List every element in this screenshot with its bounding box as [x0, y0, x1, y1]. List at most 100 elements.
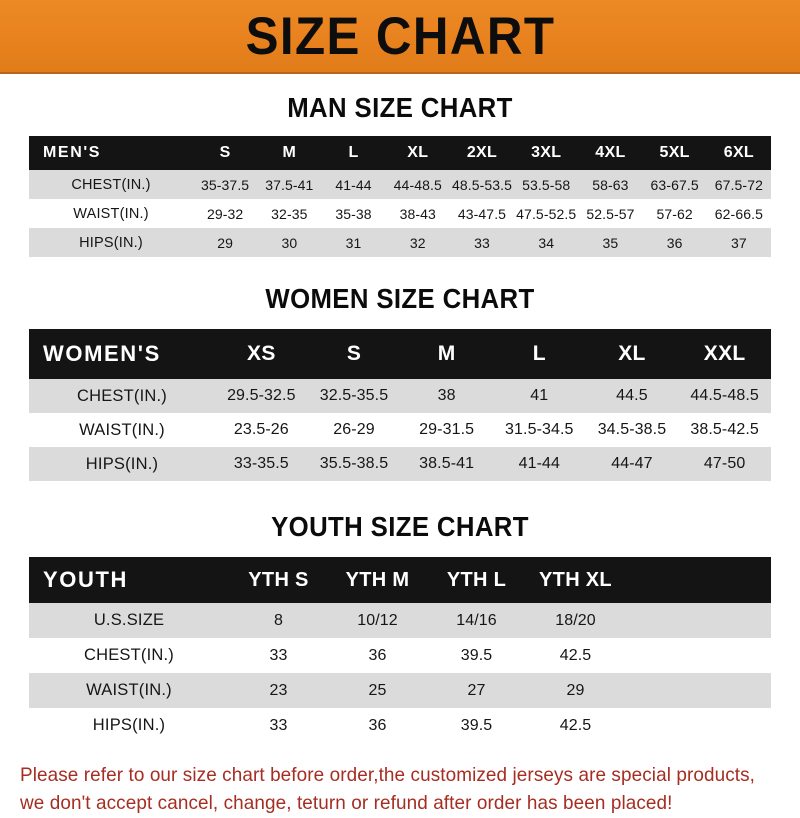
table-header-row: MEN'S S M L XL 2XL 3XL 4XL 5XL 6XL [29, 136, 771, 170]
men-row-label-chest: CHEST(IN.) [71, 176, 151, 193]
men-col-m: M [282, 144, 297, 161]
table-header-row: YOUTH YTH S YTH M YTH L YTH XL [29, 557, 771, 603]
table-cell: 36 [368, 646, 387, 664]
table-row: WAIST(IN.) 23.5-26 26-29 29-31.5 31.5-34… [29, 413, 771, 447]
table-cell: 63-67.5 [650, 176, 699, 193]
table-cell: 39.5 [460, 716, 493, 734]
men-row-label-hips: HIPS(IN.) [79, 234, 143, 251]
women-col-xl: XL [618, 342, 646, 365]
page-banner: SIZE CHART [0, 0, 800, 74]
footer-disclaimer-line-2: we don't accept cancel, change, teturn o… [20, 792, 673, 815]
men-col-6xl: 6XL [723, 144, 754, 161]
table-cell: 38.5-42.5 [690, 421, 759, 438]
table-cell: 36 [368, 716, 387, 734]
table-row: WAIST(IN.) 23 25 27 29 [29, 673, 771, 708]
table-cell-spacer [625, 638, 771, 673]
table-cell: 42.5 [559, 716, 592, 734]
table-cell: 42.5 [559, 646, 592, 664]
youth-row-header-label: YOUTH [43, 567, 128, 592]
youth-row-label-hips: HIPS(IN.) [92, 716, 166, 734]
spacer [0, 743, 800, 761]
women-row-label-hips: HIPS(IN.) [85, 454, 159, 473]
women-size-table: WOMEN'S XS S M L XL XXL CHEST(IN.) 29.5-… [29, 329, 771, 481]
men-row-header-label: MEN'S [43, 144, 102, 161]
youth-col-spacer [625, 557, 771, 603]
table-cell: 41-44 [518, 455, 560, 472]
men-col-l: L [348, 144, 359, 161]
table-cell: 41-44 [335, 176, 372, 193]
women-table-body: CHEST(IN.) 29.5-32.5 32.5-35.5 38 41 44.… [29, 379, 771, 481]
men-table-header: MEN'S S M L XL 2XL 3XL 4XL 5XL 6XL [29, 136, 771, 170]
table-cell: 33-35.5 [233, 455, 289, 472]
women-col-xs: XS [247, 342, 276, 365]
table-cell: 23 [269, 681, 288, 699]
women-col-l: L [532, 342, 546, 365]
table-row: CHEST(IN.) 35-37.5 37.5-41 41-44 44-48.5… [29, 170, 771, 199]
table-cell: 47-50 [703, 455, 746, 472]
table-cell: 33 [474, 234, 490, 251]
table-cell: 30 [281, 234, 298, 251]
footer-disclaimer-line-1: Please refer to our size chart before or… [20, 764, 756, 786]
table-cell: 32 [409, 234, 426, 251]
table-cell: 33 [269, 646, 288, 664]
spacer [0, 481, 800, 511]
table-cell: 35.5-38.5 [319, 455, 389, 472]
table-cell: 14/16 [456, 611, 497, 629]
table-cell: 62-66.5 [714, 205, 763, 222]
table-cell: 32-35 [271, 205, 308, 222]
table-cell: 43-47.5 [457, 205, 507, 222]
table-cell: 35 [602, 234, 619, 251]
men-row-label-waist: WAIST(IN.) [73, 205, 149, 222]
table-cell: 53.5-58 [522, 176, 571, 193]
table-cell: 25 [368, 681, 387, 699]
table-cell: 29 [566, 681, 585, 699]
table-cell: 34.5-38.5 [597, 421, 667, 438]
table-cell-spacer [625, 603, 771, 638]
table-cell-spacer [625, 673, 771, 708]
table-cell: 32.5-35.5 [319, 387, 389, 404]
table-cell: 38 [437, 387, 456, 404]
table-cell: 33 [269, 716, 288, 734]
table-cell-spacer [625, 708, 771, 743]
women-row-header-label: WOMEN'S [43, 341, 161, 366]
table-row: HIPS(IN.) 29 30 31 32 33 34 35 36 37 [29, 228, 771, 257]
table-cell: 31.5-34.5 [505, 421, 574, 438]
table-cell: 47.5-52.5 [516, 205, 577, 222]
spacer [0, 74, 800, 92]
table-cell: 57-62 [656, 205, 693, 222]
table-cell: 29.5-32.5 [227, 387, 296, 404]
table-cell: 35-38 [335, 205, 372, 222]
table-cell: 27 [467, 681, 486, 699]
women-table-header: WOMEN'S XS S M L XL XXL [29, 329, 771, 379]
youth-col-yth-s: YTH S [248, 568, 309, 591]
youth-section-title: YOUTH SIZE CHART [271, 511, 529, 542]
table-cell: 29-31.5 [419, 421, 475, 438]
youth-table-body: U.S.SIZE 8 10/12 14/16 18/20 CHEST(IN.) … [29, 603, 771, 743]
table-cell: 23.5-26 [233, 421, 289, 438]
men-col-4xl: 4XL [595, 144, 626, 161]
table-cell: 39.5 [460, 646, 493, 664]
spacer [0, 543, 800, 557]
table-cell: 44-47 [611, 455, 653, 472]
men-section-title: MAN SIZE CHART [287, 92, 513, 123]
table-cell: 8 [274, 611, 283, 629]
youth-row-label-us-size: U.S.SIZE [93, 611, 165, 629]
youth-size-table: YOUTH YTH S YTH M YTH L YTH XL U.S.SIZE … [29, 557, 771, 743]
table-row: U.S.SIZE 8 10/12 14/16 18/20 [29, 603, 771, 638]
table-cell: 44-48.5 [393, 176, 442, 193]
table-cell: 36 [666, 234, 683, 251]
men-size-table: MEN'S S M L XL 2XL 3XL 4XL 5XL 6XL CHEST… [29, 136, 771, 257]
footer-disclaimer: Please refer to our size chart before or… [20, 761, 757, 818]
men-col-s: S [219, 144, 231, 161]
table-cell: 58-63 [592, 176, 629, 193]
table-cell: 35-37.5 [201, 176, 250, 193]
table-cell: 44.5-48.5 [690, 387, 759, 404]
spacer [0, 315, 800, 329]
youth-col-yth-xl: YTH XL [539, 568, 612, 591]
table-row: CHEST(IN.) 33 36 39.5 42.5 [29, 638, 771, 673]
table-cell: 37 [730, 234, 747, 251]
men-col-3xl: 3XL [531, 144, 562, 161]
table-cell: 29-32 [206, 205, 244, 222]
table-row: HIPS(IN.) 33 36 39.5 42.5 [29, 708, 771, 743]
